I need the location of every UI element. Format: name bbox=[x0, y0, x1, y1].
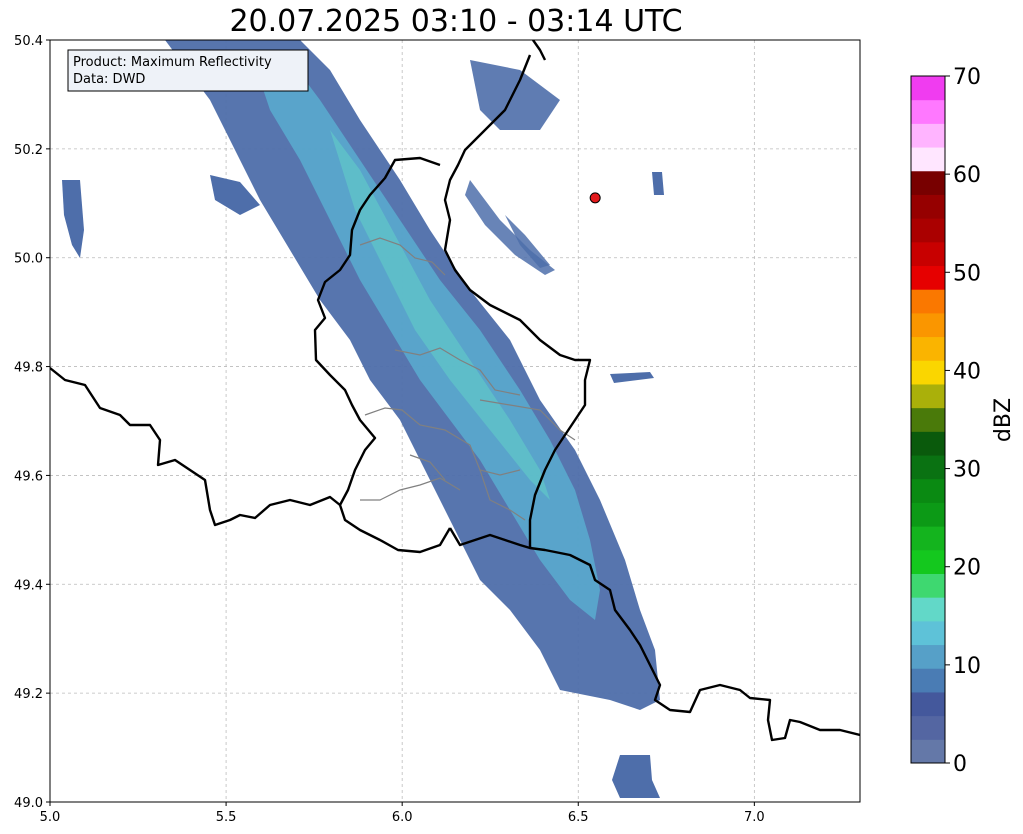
y-tick-label: 50.0 bbox=[14, 252, 43, 267]
colorbar-segment bbox=[911, 289, 945, 314]
colorbar-segment bbox=[911, 383, 945, 409]
colorbar-segment bbox=[911, 431, 945, 456]
colorbar-segment bbox=[911, 597, 945, 622]
echo-east-small bbox=[652, 172, 664, 195]
colorbar-segment bbox=[911, 739, 945, 764]
echo-nw-cell bbox=[62, 180, 84, 258]
colorbar-tick-label: 10 bbox=[953, 654, 981, 679]
info-data: Data: DWD bbox=[73, 72, 145, 87]
colorbar-segment bbox=[911, 194, 945, 219]
colorbar-segment bbox=[911, 241, 945, 267]
y-tick-label: 50.2 bbox=[14, 143, 43, 158]
x-tick-label: 6.5 bbox=[568, 810, 589, 825]
colorbar-segment bbox=[911, 265, 945, 290]
y-tick-label: 50.4 bbox=[14, 34, 43, 49]
national-borders bbox=[50, 40, 860, 742]
colorbar-tick-label: 50 bbox=[953, 261, 981, 286]
echo-east-streak-2 bbox=[465, 180, 555, 275]
colorbar-segment bbox=[911, 360, 945, 385]
colorbar-segment bbox=[911, 668, 945, 693]
colorbar-tick-label: 70 bbox=[953, 65, 981, 90]
colorbar-segment bbox=[911, 123, 945, 148]
colorbar-segment bbox=[911, 99, 945, 124]
y-tick-label: 49.6 bbox=[14, 469, 43, 484]
colorbar-segment bbox=[911, 573, 945, 598]
colorbar-segment bbox=[911, 620, 945, 646]
info-product: Product: Maximum Reflectivity bbox=[73, 55, 272, 70]
echo-inner-core bbox=[330, 130, 550, 500]
colorbar-label: dBZ bbox=[991, 398, 1016, 442]
y-tick-label: 49.4 bbox=[14, 578, 43, 593]
colorbar-segment bbox=[911, 549, 945, 574]
colorbar-segment bbox=[911, 526, 945, 551]
x-tick-label: 6.0 bbox=[392, 810, 413, 825]
echo-east-streak bbox=[470, 60, 560, 130]
y-axis: 49.0 49.2 49.4 49.6 49.8 50.0 50.2 50.4 bbox=[14, 34, 50, 811]
colorbar-segment bbox=[911, 455, 945, 480]
colorbar-tick-label: 0 bbox=[953, 752, 967, 777]
location-marker bbox=[589, 192, 601, 204]
echo-east-streak-3 bbox=[505, 215, 550, 268]
x-tick-label: 7.0 bbox=[744, 810, 765, 825]
colorbar-tick-label: 20 bbox=[953, 556, 981, 581]
echo-east-small-2 bbox=[610, 372, 654, 383]
colorbar bbox=[911, 76, 945, 764]
x-tick-label: 5.5 bbox=[216, 810, 237, 825]
echo-south-cell bbox=[612, 755, 660, 798]
y-tick-label: 49.8 bbox=[14, 361, 43, 376]
colorbar-ticks: 0 10 20 30 40 50 60 70 bbox=[945, 65, 981, 777]
colorbar-tick-label: 60 bbox=[953, 163, 981, 188]
colorbar-segment bbox=[911, 478, 945, 503]
border-france-west bbox=[50, 367, 341, 527]
y-tick-label: 49.2 bbox=[14, 687, 43, 702]
colorbar-frame bbox=[910, 75, 946, 764]
y-tick-label: 49.0 bbox=[14, 796, 43, 811]
colorbar-tick-label: 40 bbox=[953, 359, 981, 384]
echo-west-cell bbox=[210, 175, 260, 215]
colorbar-segment bbox=[911, 218, 945, 243]
colorbar-segment bbox=[911, 715, 945, 740]
border-germany-east bbox=[443, 54, 860, 742]
x-axis: 5.0 5.5 6.0 6.5 7.0 bbox=[40, 802, 765, 825]
colorbar-segment bbox=[911, 336, 945, 361]
plot-frame bbox=[49, 39, 861, 803]
radar-echo-layer bbox=[62, 40, 664, 798]
border-saar-south bbox=[448, 527, 531, 550]
border-germany-north bbox=[532, 40, 547, 61]
colorbar-segment bbox=[911, 407, 945, 432]
colorbar-segment bbox=[911, 312, 945, 338]
colorbar-tick-label: 30 bbox=[953, 458, 981, 483]
border-luxembourg bbox=[313, 156, 452, 554]
colorbar-segment bbox=[911, 644, 945, 669]
regional-boundaries bbox=[359, 237, 576, 521]
info-box: Product: Maximum Reflectivity Data: DWD bbox=[67, 49, 309, 92]
colorbar-segment bbox=[911, 76, 945, 101]
colorbar-segment bbox=[911, 170, 945, 195]
colorbar-segment bbox=[911, 502, 945, 527]
colorbar-segment bbox=[911, 691, 945, 717]
colorbar-segment bbox=[911, 147, 945, 172]
x-tick-label: 5.0 bbox=[40, 810, 61, 825]
map-title: 20.07.2025 03:10 - 03:14 UTC bbox=[229, 4, 682, 39]
